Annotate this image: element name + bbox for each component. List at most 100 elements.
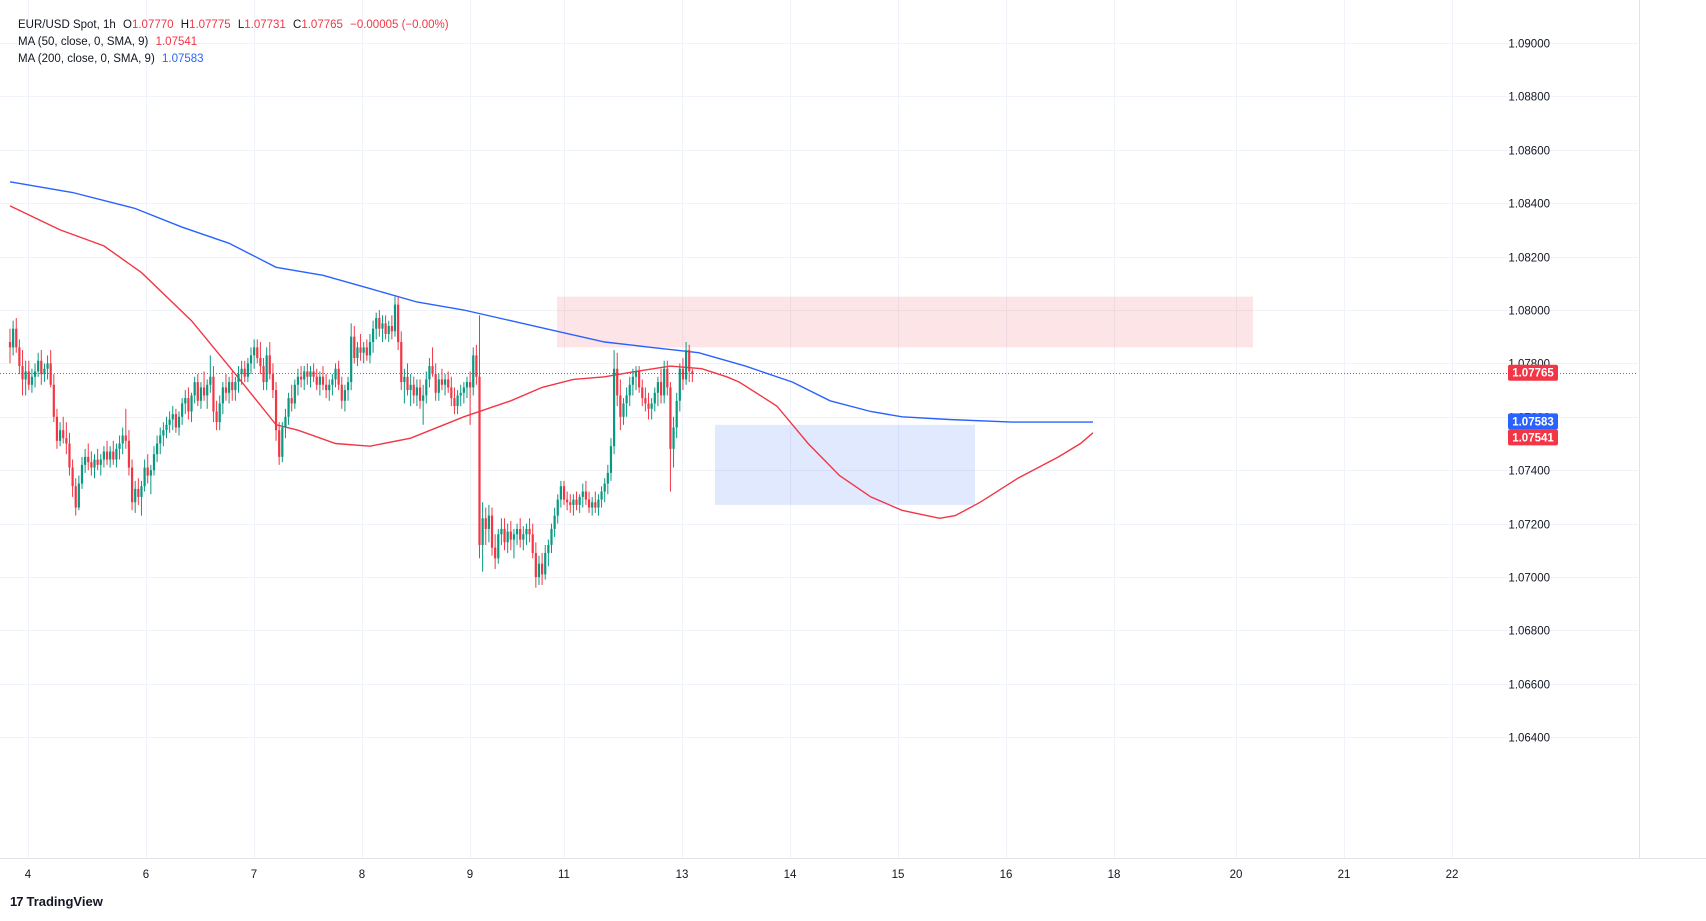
candle — [465, 376, 469, 399]
candle-body — [356, 347, 359, 359]
candle-body — [309, 371, 312, 377]
candle-body — [152, 454, 156, 471]
candle-body — [641, 387, 644, 399]
candle-body — [384, 323, 387, 335]
price-tick-label: 1.08600 — [1508, 146, 1550, 158]
candle — [49, 350, 52, 388]
candle — [469, 371, 472, 425]
candle-body — [453, 398, 456, 407]
candle-body — [259, 358, 262, 367]
candle — [481, 502, 484, 572]
candle — [18, 339, 21, 375]
legend-symbol[interactable]: EUR/USD Spot, 1h — [18, 19, 116, 31]
time-axis[interactable]: 4 6 7 8 9 11 13 14 15 16 18 20 21 22 — [25, 869, 1459, 881]
candle-body — [256, 347, 259, 359]
candle-body — [440, 379, 444, 385]
candle-body — [46, 363, 49, 369]
candle — [215, 400, 218, 431]
candle-body — [77, 483, 80, 508]
candle-body — [312, 371, 315, 377]
candle-body — [681, 368, 685, 380]
candle — [71, 459, 74, 497]
candle — [268, 342, 271, 380]
candle — [403, 368, 406, 404]
candle-body — [65, 438, 68, 444]
candle-body — [350, 336, 353, 383]
candle-body — [437, 379, 440, 393]
candle — [456, 390, 459, 415]
candle-body — [8, 342, 12, 348]
candle-body — [459, 392, 462, 396]
candle — [647, 392, 650, 420]
candle — [137, 478, 140, 505]
candle-body — [299, 376, 303, 380]
candle — [675, 392, 678, 439]
legend-open-value: 1.07770 — [131, 19, 174, 31]
candle — [406, 363, 409, 396]
legend-ma200-row[interactable]: MA (200, close, 0, SMA, 9) 1.07583 — [18, 51, 449, 68]
candle — [193, 376, 196, 404]
candle — [472, 347, 475, 396]
candle — [619, 379, 622, 431]
candle — [143, 459, 146, 492]
candle-body — [87, 456, 90, 463]
candle — [149, 464, 152, 495]
candle-body — [431, 366, 434, 375]
candle — [159, 427, 162, 455]
candle-body — [165, 424, 168, 431]
candle — [359, 334, 362, 361]
candle-body — [434, 374, 437, 393]
candle — [52, 374, 55, 423]
candle — [550, 523, 553, 553]
tradingview-logo[interactable]: 17 TradingView — [10, 894, 103, 909]
candle — [431, 347, 434, 377]
candle — [594, 491, 597, 513]
candle — [84, 448, 87, 473]
candle-body — [90, 462, 93, 468]
candle-body — [206, 384, 209, 396]
price-axis[interactable]: 1.09000 1.08800 1.08600 1.08400 1.08200 1.080… — [1508, 39, 1550, 745]
candle — [678, 363, 681, 412]
candle-body — [181, 403, 184, 417]
candle — [597, 494, 600, 516]
candle-body — [481, 518, 484, 545]
candle-body — [43, 368, 46, 375]
candle — [218, 395, 221, 431]
candle-body — [597, 499, 600, 508]
candle-body — [628, 384, 631, 396]
candle — [653, 387, 656, 412]
candle — [497, 528, 500, 564]
candle — [428, 358, 431, 388]
candle — [566, 491, 569, 511]
candle-body — [393, 304, 397, 332]
candle — [534, 542, 537, 588]
candle-body — [84, 456, 87, 465]
candle-body — [184, 398, 187, 404]
candle — [171, 406, 174, 431]
candlesticks — [8, 296, 694, 588]
candle-body — [663, 368, 666, 396]
candle — [440, 368, 444, 391]
candle-body — [287, 398, 290, 417]
candle-body — [325, 384, 328, 391]
candle — [321, 366, 325, 391]
candle — [641, 379, 644, 407]
candle-body — [622, 403, 625, 417]
candle-body — [190, 395, 193, 412]
legend-ma50-row[interactable]: MA (50, close, 0, SMA, 9) 1.07541 — [18, 34, 449, 51]
candle — [8, 328, 12, 364]
candle-body — [340, 384, 343, 401]
candle — [221, 382, 224, 415]
candle-body — [562, 486, 566, 500]
legend-low-label: L — [237, 19, 245, 31]
candle — [290, 384, 293, 412]
candle — [681, 358, 685, 391]
candle — [334, 363, 337, 388]
candle-body — [224, 387, 228, 393]
candle-body — [58, 430, 62, 441]
candle-body — [49, 363, 52, 385]
candle — [109, 446, 112, 468]
candle — [509, 520, 512, 551]
candle-body — [293, 384, 296, 404]
